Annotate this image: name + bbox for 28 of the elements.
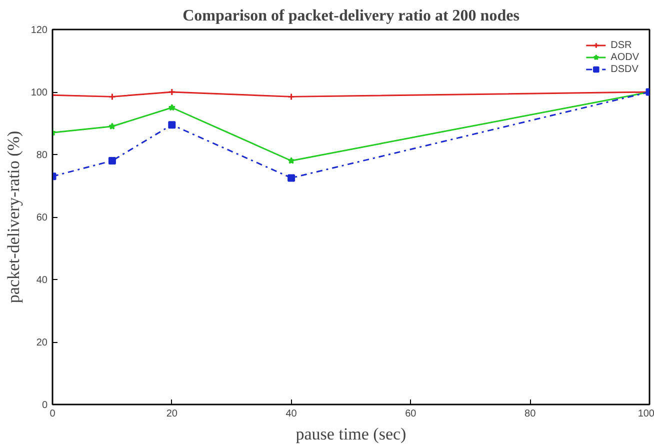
x-tick-label: 0 <box>50 408 56 420</box>
x-tick-label: 40 <box>286 408 298 420</box>
point <box>108 92 116 100</box>
legend-label: DSDV <box>610 63 638 75</box>
chart-title: Comparison of packet-delivery ratio at 200 nodes <box>182 8 520 24</box>
y-tick-label: 60 <box>36 212 48 224</box>
x-tick-label: 20 <box>166 408 178 420</box>
point <box>108 157 116 164</box>
point <box>288 157 295 164</box>
y-axis-title: packet-delivery-ratio (%) <box>4 130 23 304</box>
legend-label: DSR <box>610 39 632 51</box>
y-tick-label: 80 <box>36 150 48 161</box>
x-axis-title: pause time (sec) <box>296 424 406 444</box>
y-tick-label: 20 <box>36 338 48 348</box>
legend-label: AODV <box>610 51 639 63</box>
x-tick-label: 60 <box>405 408 417 420</box>
point <box>168 88 176 96</box>
y-tick-label: 40 <box>36 275 48 286</box>
point <box>288 92 296 100</box>
point <box>108 122 116 130</box>
x-tick-label: 100 <box>638 408 654 420</box>
x-tick-label: 80 <box>524 408 536 420</box>
point <box>168 121 176 129</box>
point <box>168 104 176 111</box>
y-tick-label: 100 <box>30 88 48 98</box>
point <box>288 174 296 182</box>
y-tick-label: 0 <box>42 400 48 411</box>
y-tick-label: 120 <box>30 25 48 36</box>
